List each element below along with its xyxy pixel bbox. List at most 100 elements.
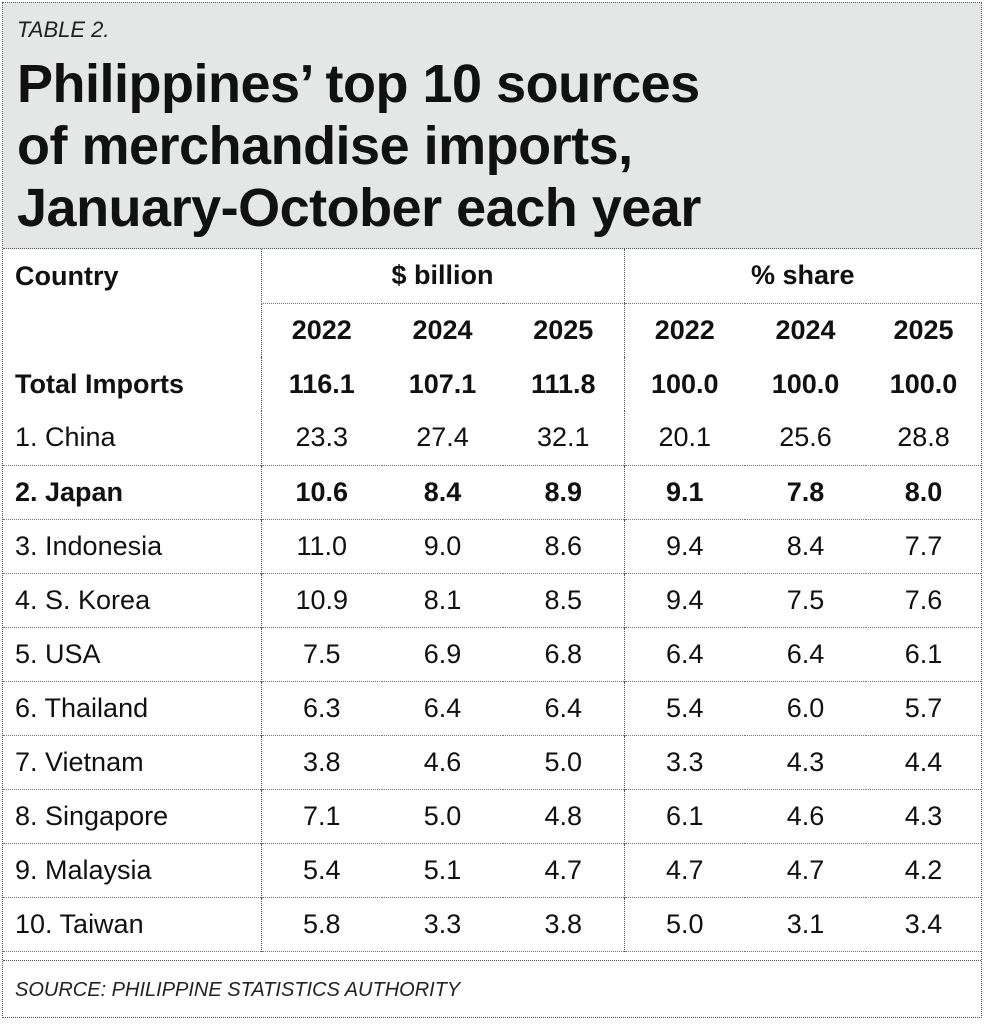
value-cell: 4.7 (544, 854, 583, 885)
table-title: Philippines’ top 10 sources of merchandi… (17, 53, 917, 239)
year-header: 2022 (623, 303, 746, 357)
value-cell: 23.3 (260, 411, 382, 465)
value-cell: 6.0 (786, 692, 825, 723)
value-cell: 6.1 (904, 638, 943, 669)
table-row: 10. Taiwan 5.8 3.3 3.8 5.0 3.1 3.4 (3, 897, 982, 951)
value-cell: 111.8 (530, 368, 596, 399)
value-cell: 4.8 (544, 800, 583, 831)
table-row: 3. Indonesia 11.0 9.0 8.6 9.4 8.4 7.7 (3, 519, 982, 573)
title-line: of merchandise imports, (17, 116, 633, 176)
value-cell: 5.4 (260, 843, 382, 897)
row-label: 3. Indonesia (15, 530, 163, 561)
value-cell: 5.4 (623, 681, 746, 735)
value-cell: 7.5 (786, 584, 825, 615)
value-cell: 20.1 (623, 411, 746, 465)
year-header: 2025 (533, 314, 594, 345)
value-cell: 7.1 (260, 789, 382, 843)
value-cell: 6.4 (423, 692, 462, 723)
value-cell: 8.1 (423, 584, 462, 615)
value-cell: 4.4 (904, 746, 943, 777)
total-row: Total Imports 116.1 107.1 111.8 100.0 100.0 10… (3, 357, 981, 411)
value-cell: 100.0 (623, 357, 746, 411)
value-cell: 3.4 (904, 908, 943, 939)
value-cell: 7.5 (260, 627, 382, 681)
value-cell: 28.8 (897, 422, 950, 453)
row-label: 9. Malaysia (15, 854, 152, 885)
value-cell: 8.0 (904, 476, 943, 507)
value-cell: 5.0 (544, 746, 583, 777)
row-label: Total Imports (15, 368, 185, 399)
value-cell: 5.0 (423, 800, 462, 831)
value-cell: 4.7 (786, 854, 825, 885)
value-cell: 9.1 (623, 465, 746, 519)
source-note: SOURCE: PHILIPPINE STATISTICS AUTHORITY (15, 979, 461, 1001)
value-cell: 7.7 (904, 530, 943, 561)
value-cell: 4.2 (904, 854, 943, 885)
value-cell: 3.1 (786, 908, 825, 939)
year-header: 2024 (412, 314, 473, 345)
table-row: 5. USA 7.5 6.9 6.8 6.4 6.4 6.1 (3, 627, 982, 681)
value-cell: 4.3 (904, 800, 943, 831)
row-label: 7. Vietnam (15, 746, 144, 777)
value-cell: 3.8 (544, 908, 583, 939)
value-cell: 25.6 (779, 422, 832, 453)
value-cell: 5.1 (423, 854, 462, 885)
table-row: 9. Malaysia 5.4 5.1 4.7 4.7 4.7 4.2 (3, 843, 982, 897)
value-cell: 4.3 (786, 746, 825, 777)
value-cell: 100.0 (771, 368, 840, 399)
value-cell: 6.9 (423, 638, 462, 669)
imports-table: Country $ billion % share 2022 2024 2025… (3, 249, 982, 952)
value-cell: 4.7 (623, 843, 746, 897)
value-cell: 107.1 (408, 368, 477, 399)
group-header-share: % share (623, 249, 982, 304)
row-label: 6. Thailand (15, 692, 149, 723)
group-header-billion: $ billion (260, 249, 625, 304)
value-cell: 8.6 (544, 530, 583, 561)
title-line: January-October each year (17, 178, 701, 238)
value-cell: 5.0 (623, 897, 746, 951)
table-row: 6. Thailand 6.3 6.4 6.4 5.4 6.0 5.7 (3, 681, 982, 735)
value-cell: 6.1 (623, 789, 746, 843)
value-cell: 10.6 (260, 465, 382, 519)
value-cell: 6.8 (544, 638, 583, 669)
value-cell: 8.4 (423, 476, 462, 507)
year-header: 2025 (893, 314, 954, 345)
value-cell: 6.4 (623, 627, 746, 681)
value-cell: 7.6 (904, 584, 943, 615)
footer: SOURCE: PHILIPPINE STATISTICS AUTHORITY (3, 960, 981, 1018)
table-body: Total Imports 116.1 107.1 111.8 100.0 100.0 10… (3, 357, 982, 951)
value-cell: 3.3 (423, 908, 462, 939)
value-cell: 10.9 (260, 573, 382, 627)
value-cell: 6.4 (544, 692, 583, 723)
value-cell: 5.8 (260, 897, 382, 951)
header-panel: TABLE 2. Philippines’ top 10 sources of … (3, 3, 981, 249)
country-column-header: Country (15, 261, 119, 291)
value-cell: 9.4 (623, 519, 746, 573)
table-label: TABLE 2. (17, 17, 110, 42)
row-label: 1. China (15, 422, 116, 453)
row-label: 4. S. Korea (15, 584, 151, 615)
value-cell: 6.4 (786, 638, 825, 669)
row-label: 2. Japan (15, 476, 124, 507)
value-cell: 6.3 (260, 681, 382, 735)
value-cell: 9.0 (423, 530, 462, 561)
table-row: 8. Singapore 7.1 5.0 4.8 6.1 4.6 4.3 (3, 789, 982, 843)
value-cell: 4.6 (423, 746, 462, 777)
table-row: 7. Vietnam 3.8 4.6 5.0 3.3 4.3 4.4 (3, 735, 982, 789)
year-header: 2024 (775, 314, 836, 345)
row-label: 10. Taiwan (15, 908, 144, 939)
value-cell: 8.9 (544, 476, 583, 507)
table-row: 2. Japan 10.6 8.4 8.9 9.1 7.8 8.0 (3, 465, 982, 519)
value-cell: 8.5 (544, 584, 583, 615)
value-cell: 27.4 (416, 422, 469, 453)
value-cell: 3.8 (260, 735, 382, 789)
value-cell: 9.4 (623, 573, 746, 627)
row-label: 5. USA (15, 638, 101, 669)
value-cell: 32.1 (536, 422, 590, 453)
table-row: 1. China 23.3 27.4 32.1 20.1 25.6 28.8 (3, 411, 982, 465)
table-row: 4. S. Korea 10.9 8.1 8.5 9.4 7.5 7.6 (3, 573, 982, 627)
value-cell: 8.4 (786, 530, 825, 561)
value-cell: 7.8 (786, 476, 825, 507)
year-header: 2022 (260, 303, 382, 357)
